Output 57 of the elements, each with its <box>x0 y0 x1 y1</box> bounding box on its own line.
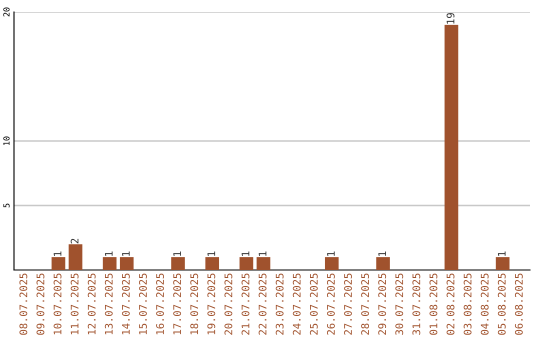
bar <box>256 257 270 270</box>
bar <box>102 257 117 270</box>
x-tick-label: 09.07.2025 <box>36 274 44 335</box>
x-tick-label: 22.07.2025 <box>258 274 267 335</box>
x-tick-label: 17.07.2025 <box>173 274 182 334</box>
x-tick-label: 30.07.2025 <box>395 274 404 335</box>
data-label: 1 <box>378 252 386 256</box>
x-tick-label: 03.08.2025 <box>464 274 472 335</box>
x-tick-label: 21.07.2025 <box>242 274 250 335</box>
bar <box>52 257 66 270</box>
x-tick-label: 20.07.2025 <box>224 274 232 335</box>
x-tick-label: 12.07.2025 <box>88 274 96 334</box>
x-tick-label: 11.07.2025 <box>70 274 79 334</box>
x-tick-label: 23.07.2025 <box>276 274 284 335</box>
data-label: 1 <box>54 252 62 256</box>
data-label: 1 <box>498 252 506 256</box>
x-tick-label: 19.07.2025 <box>207 274 216 334</box>
x-tick-label: 26.07.2025 <box>326 274 335 335</box>
bar <box>68 244 82 270</box>
data-label: 1 <box>104 252 113 256</box>
x-tick-label: 29.07.2025 <box>378 274 386 335</box>
x-tick-label: 06.08.2025 <box>514 274 523 335</box>
x-tick-label: 31.07.2025 <box>412 274 420 335</box>
x-tick-label: 05.08.2025 <box>498 274 506 335</box>
data-label: 2 <box>70 238 78 244</box>
bar <box>240 257 254 270</box>
x-tick-label: 01.08.2025 <box>429 274 438 335</box>
bar <box>205 257 220 270</box>
data-label: 1 <box>208 252 216 256</box>
data-label: 1 <box>327 252 335 256</box>
bar <box>496 257 510 270</box>
data-label: 1 <box>122 252 130 256</box>
y-tick-label: 5 <box>3 204 10 208</box>
x-tick-label: 08.07.2025 <box>19 274 28 335</box>
x-tick-label: 27.07.2025 <box>344 274 352 335</box>
data-label: 1 <box>173 252 181 256</box>
y-tick-label: 20 <box>3 8 10 16</box>
x-tick-label: 24.07.2025 <box>292 274 301 335</box>
x-tick-label: 18.07.2025 <box>190 274 198 334</box>
bar <box>376 257 390 270</box>
x-tick-label: 14.07.2025 <box>122 274 130 334</box>
x-tick-label: 15.07.2025 <box>139 274 147 334</box>
x-tick-label: 16.07.2025 <box>156 274 164 334</box>
x-tick-label: 10.07.2025 <box>54 274 62 334</box>
bar <box>171 257 185 270</box>
x-tick-label: 13.07.2025 <box>104 274 113 334</box>
bar <box>444 24 458 270</box>
data-label: 19 <box>446 13 454 24</box>
data-label: 1 <box>258 252 266 256</box>
x-tick-label: 25.07.2025 <box>310 274 318 335</box>
x-tick-label: 04.08.2025 <box>480 274 489 335</box>
x-tick-label: 28.07.2025 <box>361 274 370 335</box>
bar <box>120 257 134 270</box>
bar <box>324 257 339 270</box>
data-label: 1 <box>242 252 250 256</box>
y-tick-label: 10 <box>3 136 10 146</box>
x-tick-label: 02.08.2025 <box>446 274 454 335</box>
